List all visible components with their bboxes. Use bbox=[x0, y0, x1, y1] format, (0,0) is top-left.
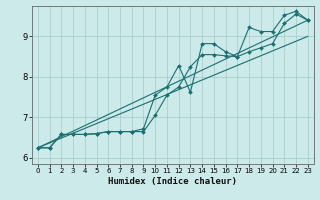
X-axis label: Humidex (Indice chaleur): Humidex (Indice chaleur) bbox=[108, 177, 237, 186]
